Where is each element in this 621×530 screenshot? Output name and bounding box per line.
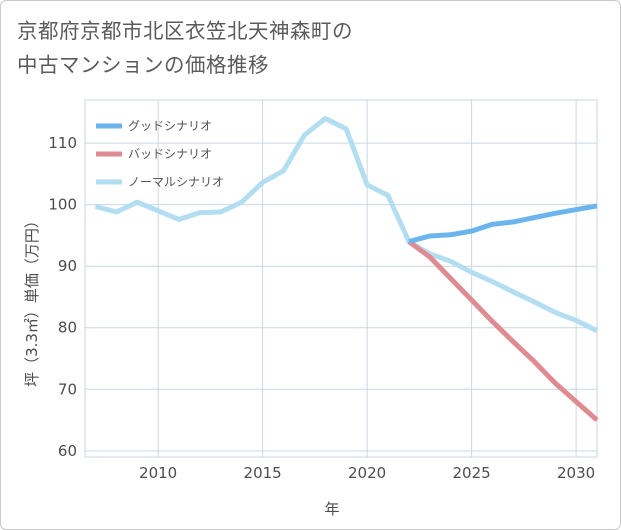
legend-label: ノーマルシナリオ	[128, 175, 224, 189]
legend-label: バッドシナリオ	[128, 147, 212, 161]
tick-labels: 2010 2015 2020 2025 2030 60 70 80 90 100 110	[48, 134, 595, 482]
y-tick-label: 60	[58, 442, 77, 460]
legend-label: グッドシナリオ	[128, 119, 212, 133]
x-axis-label: 年	[324, 500, 339, 518]
series-line	[408, 203, 598, 245]
series-line	[94, 116, 599, 334]
y-tick-label: 110	[48, 134, 77, 152]
x-tick-label: 2030	[557, 464, 595, 482]
y-tick-label: 70	[58, 380, 77, 398]
y-axis-label: 坪（3.3㎡）単価（万円）	[23, 213, 41, 387]
grid-lines	[84, 99, 598, 458]
plot-frame	[84, 99, 598, 458]
x-tick-label: 2020	[348, 464, 386, 482]
series-line	[407, 239, 599, 422]
y-tick-label: 100	[48, 196, 77, 214]
y-tick-label: 80	[58, 319, 77, 337]
series-lines	[94, 116, 599, 422]
chart-title-line-2: 中古マンションの価格推移	[17, 53, 269, 77]
x-tick-label: 2025	[453, 464, 491, 482]
x-tick-label: 2015	[244, 464, 282, 482]
chart-title: 京都府京都市北区衣笠北天神森町の 中古マンションの価格推移	[17, 14, 597, 82]
x-tick-label: 2010	[139, 464, 177, 482]
y-tick-label: 90	[58, 257, 77, 275]
chart-title-line-1: 京都府京都市北区衣笠北天神森町の	[17, 19, 353, 43]
